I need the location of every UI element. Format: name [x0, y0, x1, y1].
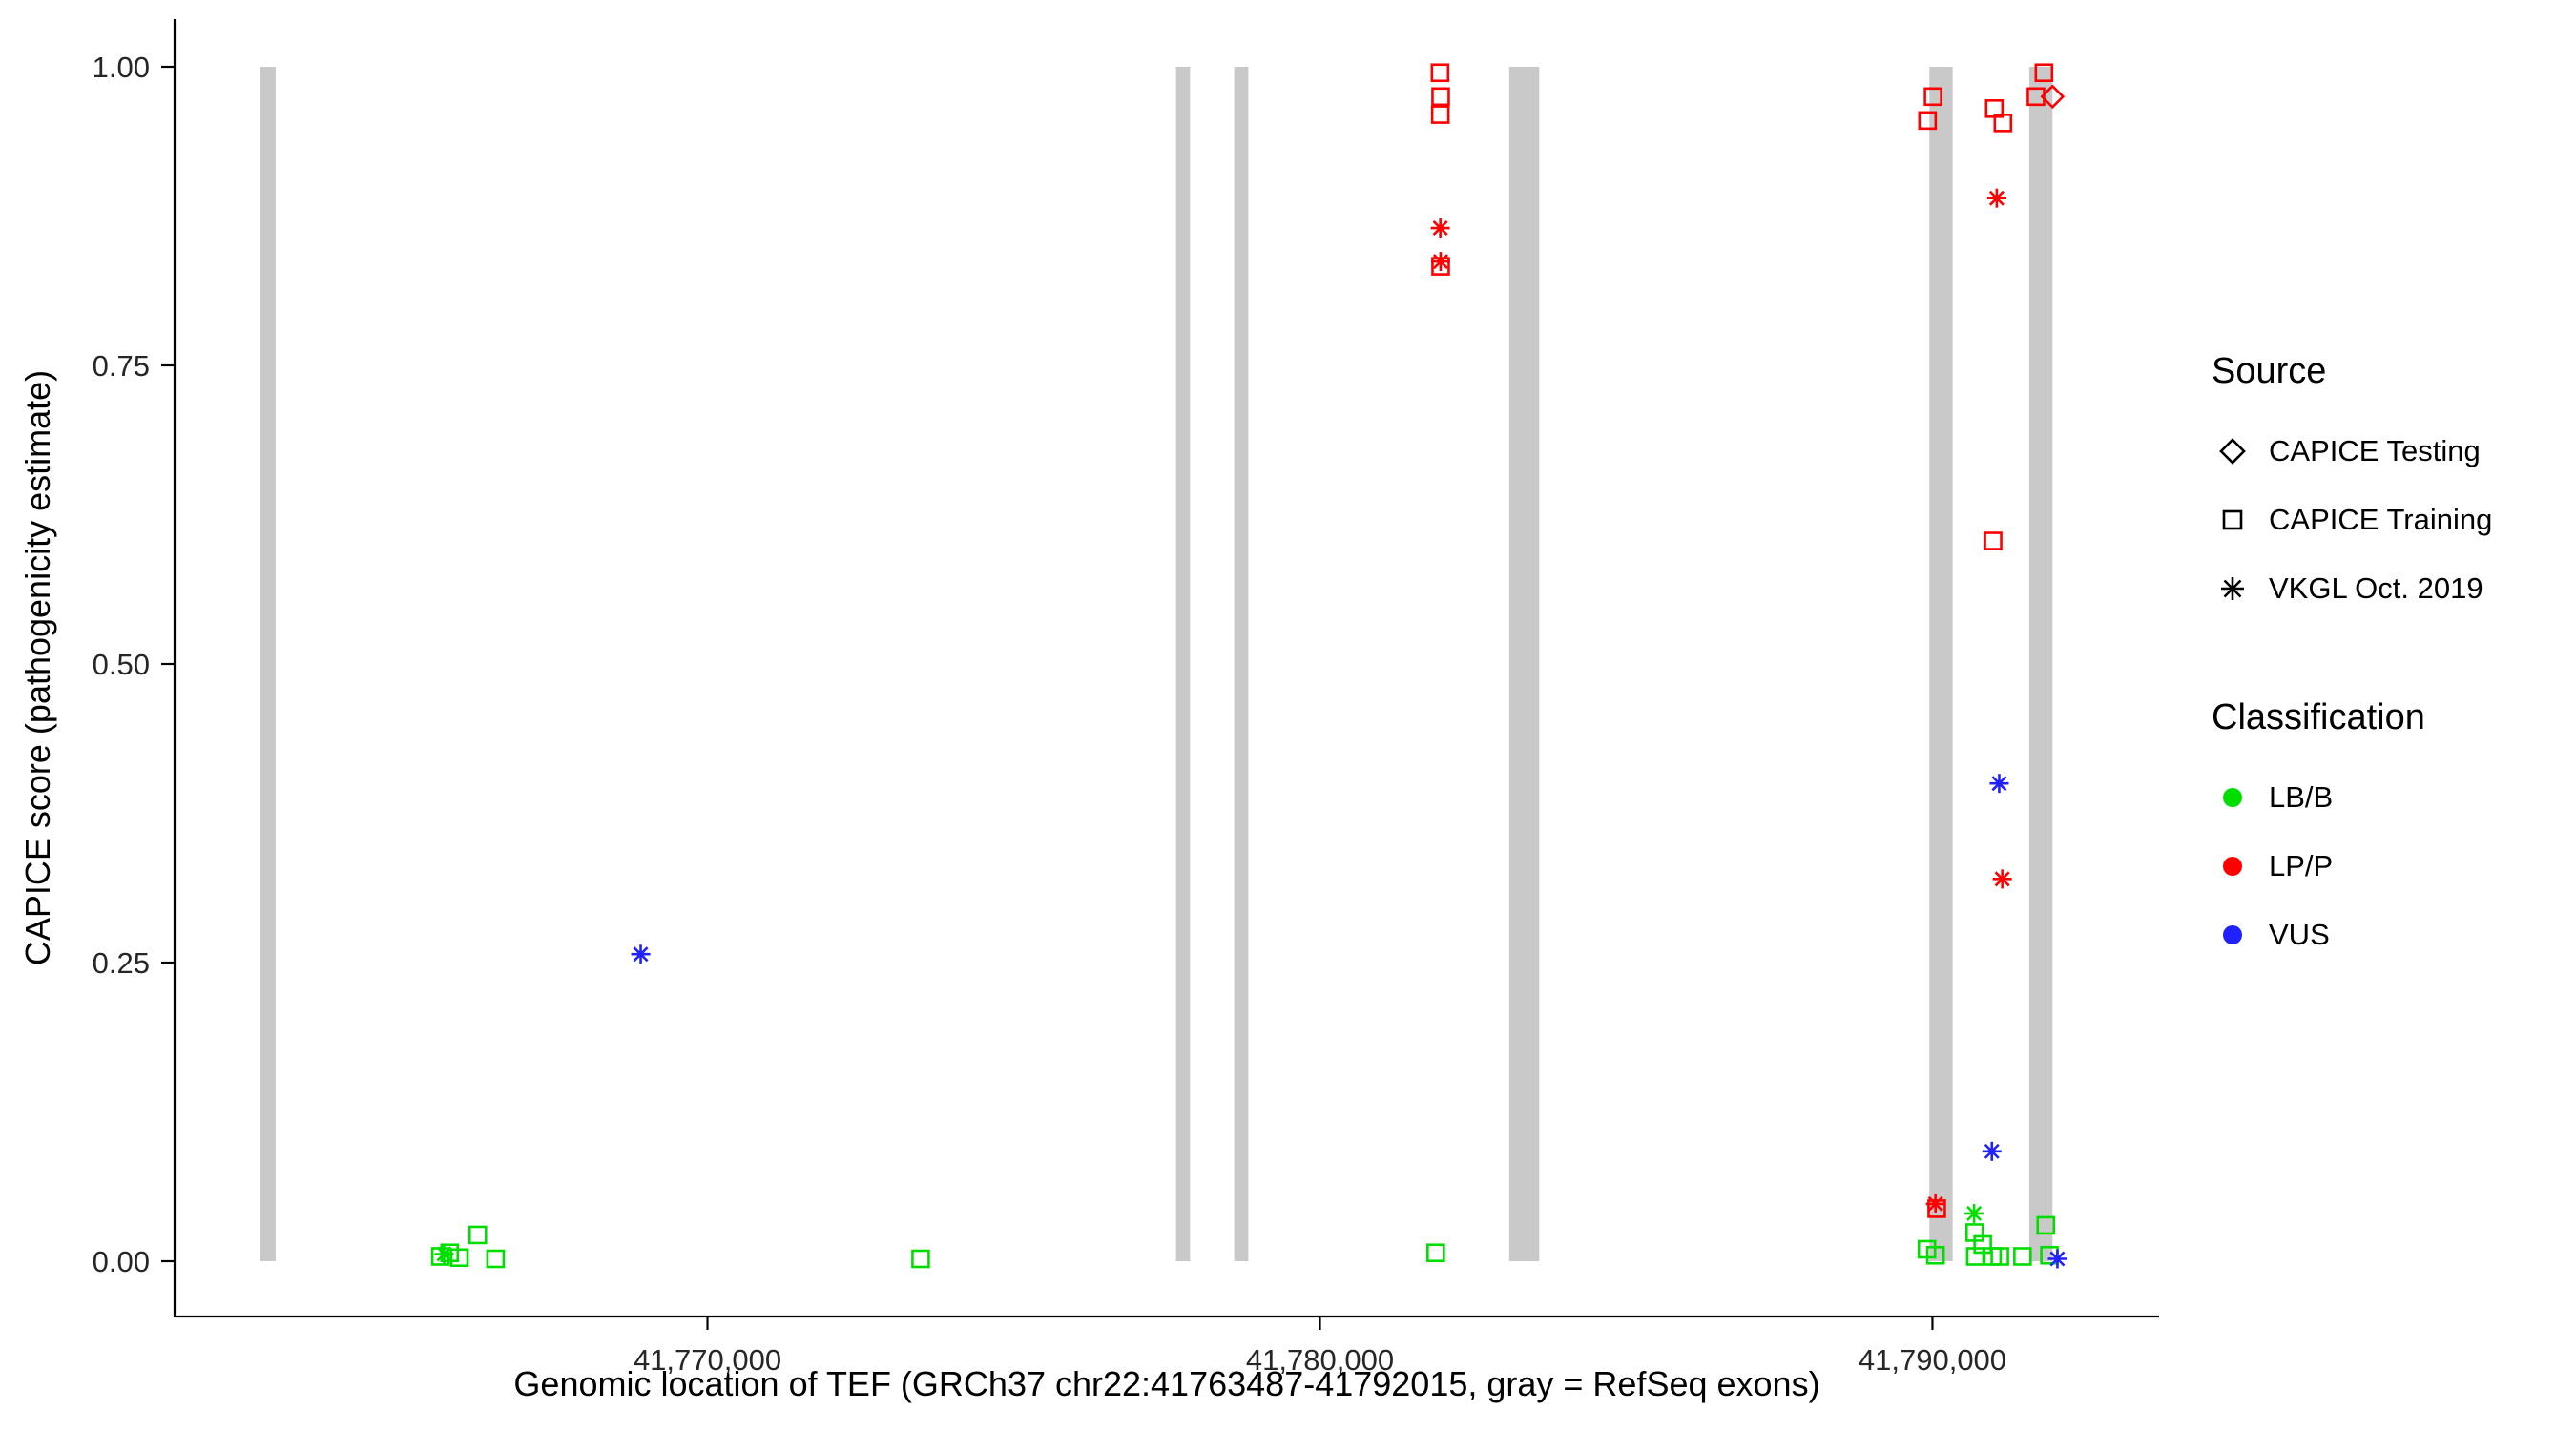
- point-asterisk: [1984, 1143, 2000, 1159]
- point-square: [1430, 63, 1450, 83]
- point-asterisk: [633, 946, 649, 963]
- legend-label-lpp: LP/P: [2269, 849, 2334, 882]
- point-square: [2034, 63, 2054, 83]
- point-asterisk: [436, 1246, 452, 1262]
- legend: Source CAPICE Testing CAPICE Training: [2212, 351, 2574, 969]
- legend-classification-group: Classification LB/B LP/P VUS: [2212, 697, 2574, 969]
- legend-item-lbb: LB/B: [2212, 763, 2574, 832]
- refseq-exon-bar: [1234, 67, 1249, 1261]
- legend-item-vus: VUS: [2212, 901, 2574, 969]
- refseq-exon-bar: [1175, 67, 1191, 1261]
- point-asterisk: [1966, 1205, 1983, 1221]
- green-dot-icon: [2223, 788, 2242, 807]
- x-axis-title: Genomic location of TEF (GRCh37 chr22:41…: [513, 1364, 1820, 1403]
- refseq-exon-bar: [2028, 67, 2053, 1261]
- asterisk-icon: [2221, 577, 2244, 600]
- point-square: [1430, 105, 1450, 124]
- point-asterisk: [1994, 871, 2010, 887]
- legend-label-vkgl: VKGL Oct. 2019: [2269, 571, 2483, 605]
- point-square: [1927, 1199, 1946, 1218]
- point-square: [1984, 531, 2003, 550]
- legend-label-vus: VUS: [2269, 918, 2330, 951]
- legend-source-title: Source: [2212, 351, 2327, 391]
- refseq-exon-bar: [1929, 67, 1953, 1261]
- point-square: [1925, 1245, 1945, 1265]
- x-tick-label: 41,780,000: [1246, 1343, 1394, 1377]
- point-square: [2036, 1215, 2056, 1235]
- point-square: [1431, 257, 1450, 276]
- legend-source-group: Source CAPICE Testing CAPICE Training: [2212, 351, 2574, 623]
- y-axis-title: CAPICE score (pathogenicity estimate): [18, 369, 57, 966]
- legend-label-capice-testing: CAPICE Testing: [2269, 434, 2481, 467]
- legend-classification-title: Classification: [2212, 697, 2425, 737]
- point-square: [1918, 111, 1938, 131]
- blue-dot-icon: [2223, 925, 2242, 944]
- point-square: [1426, 1243, 1445, 1263]
- refseq-exon-bar: [260, 67, 276, 1261]
- point-square: [486, 1249, 506, 1269]
- point-square: [1431, 87, 1450, 107]
- legend-item-lpp: LP/P: [2212, 832, 2574, 901]
- point-square: [2013, 1247, 2032, 1266]
- diamond-icon: [2219, 438, 2246, 465]
- legend-label-capice-training: CAPICE Training: [2269, 503, 2493, 536]
- legend-label-lbb: LB/B: [2269, 780, 2334, 814]
- point-square: [2026, 87, 2046, 107]
- point-square: [911, 1249, 930, 1269]
- point-asterisk: [2049, 1251, 2066, 1267]
- point-asterisk: [1988, 190, 2005, 206]
- y-tick-label: 0.50: [93, 648, 150, 681]
- point-square: [1993, 114, 2013, 133]
- legend-item-vkgl: VKGL Oct. 2019: [2212, 554, 2574, 623]
- red-dot-icon: [2223, 857, 2242, 876]
- point-square: [1923, 87, 1942, 107]
- x-tick-label: 41,770,000: [634, 1343, 781, 1377]
- refseq-exon-bar: [1508, 67, 1540, 1261]
- point-square: [449, 1248, 469, 1268]
- point-square: [467, 1225, 488, 1245]
- legend-item-capice-training: CAPICE Training: [2212, 486, 2574, 554]
- y-tick-label: 1.00: [93, 51, 150, 84]
- x-tick-label: 41,790,000: [1859, 1343, 2006, 1377]
- point-asterisk: [1991, 776, 2007, 792]
- y-tick-label: 0.75: [93, 349, 150, 383]
- square-icon: [2222, 509, 2243, 530]
- y-tick-label: 0.00: [93, 1245, 150, 1278]
- legend-item-capice-testing: CAPICE Testing: [2212, 417, 2574, 486]
- y-tick-label: 0.25: [93, 946, 150, 980]
- point-asterisk: [1432, 220, 1448, 237]
- plot-canvas: 0.00 0.25 0.50 0.75 1.00 41,770,000 41,780,000…: [93, 19, 2159, 1377]
- point-square: [1990, 1247, 2009, 1266]
- point-diamond: [2040, 84, 2066, 110]
